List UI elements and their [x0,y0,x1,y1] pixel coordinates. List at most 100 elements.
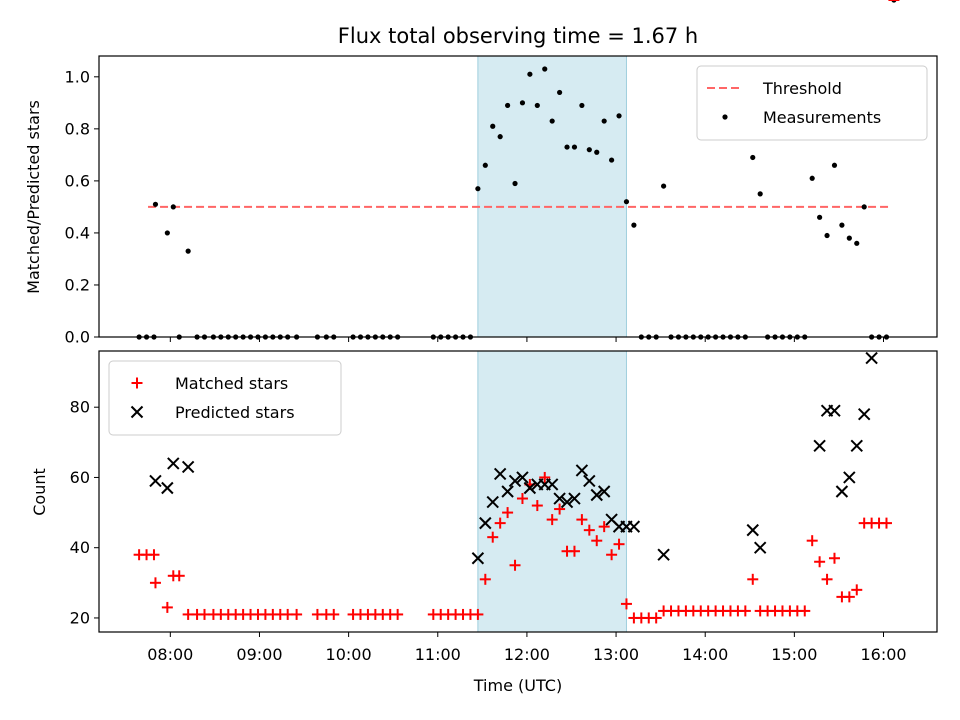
measurement-point [601,118,607,124]
measurement-point [579,102,585,109]
measurement-point [482,162,488,168]
matched-point [613,538,625,550]
measurement-point [490,123,496,129]
predicted-point [181,460,195,474]
predicted-point [149,474,162,488]
x-axis-label: Time (UTC) [473,676,562,695]
predicted-point [167,457,180,470]
predicted-point [560,495,574,509]
matched-point [583,524,595,536]
matched-point [814,556,826,568]
predicted-point [843,471,856,484]
legend-swatch [722,114,728,120]
x-tick-label: 14:00 [682,645,728,664]
predicted-point [508,474,522,488]
measurement-point [831,162,838,168]
y-tick-label: 40 [70,538,90,557]
legend-box [696,65,928,141]
y-tick-label: 0.0 [65,328,90,347]
matched-point [747,573,759,585]
count-panel: 20 40 60 80 08:00 09:00 10:00 11:00 12:00 13:00 14… [70,0,938,664]
predicted-point [850,439,863,453]
y-tick-label: 1.0 [65,67,90,86]
measurement-point [557,89,563,96]
matched-point [487,531,499,543]
matched-point [539,471,551,483]
measurement-point [571,144,578,150]
matched-point [806,535,818,547]
plot-frame [98,55,938,338]
matched-point [880,517,892,529]
matched-point [328,608,340,620]
y-tick-label: 0.6 [65,171,90,190]
predicted-point [746,523,759,537]
matched-point [494,517,506,529]
matched-point [161,601,173,613]
legend: Matched stars Predicted stars [108,360,342,436]
measurement-point [512,180,518,187]
chart-title: Flux total observing time = 1.67 h [338,24,698,48]
matched-point [576,514,588,526]
measurement-point [152,201,159,207]
predicted-point [568,492,581,505]
matched-point [291,608,303,620]
matched-point [502,507,514,519]
matched-point [509,559,521,571]
predicted-point [597,485,611,498]
matched-point [472,608,484,620]
x-tick-label: 11:00 [415,645,461,664]
x-tick-label: 13:00 [593,645,639,664]
matched-point [598,521,610,533]
y-axis-label-bottom: Count [30,468,49,516]
legend-label: Predicted stars [175,403,295,422]
predicted-point [753,541,767,554]
measurement-point [661,183,667,189]
matched-point [821,573,833,585]
predicted-point [523,481,537,495]
x-tick-label: 15:00 [771,645,817,664]
matched-point [173,570,185,582]
predicted-point [516,471,529,484]
measurement-point [185,248,191,254]
y-tick-label: 60 [70,468,90,487]
predicted-point [161,481,174,495]
measurement-point [542,66,548,72]
measurement-point [586,147,592,153]
matched-point [851,584,863,596]
x-tick-label: 10:00 [326,645,372,664]
measurement-point [809,175,815,181]
matched-point [739,605,751,617]
legend-swatch [130,405,144,419]
x-tick-label: 12:00 [504,645,550,664]
y-tick-label: 20 [70,608,90,627]
legend-label: Threshold [762,79,842,98]
matched-point [479,573,491,585]
measurement-point [170,204,176,210]
predicted-point [493,467,507,481]
measurement-point [609,157,615,163]
ratio-panel: 0.0 0.2 0.4 0.6 0.8 1.0 Threshold Measurements [65,0,938,347]
predicted-point [865,351,878,365]
matched-point [546,514,558,526]
measurement-point [854,240,860,246]
measurement-point [497,134,503,140]
predicted-point [627,520,641,533]
matched-point [516,493,528,505]
predicted-point [857,408,871,421]
highlight-span [477,56,627,337]
matched-point [591,535,603,547]
matched-point [568,545,580,557]
measurement-point [164,230,170,236]
measurement-point [757,191,763,197]
measurement-point [631,222,637,228]
matched-point [828,552,840,564]
matched-point [620,598,632,610]
matched-point [606,549,618,561]
y-tick-label: 0.2 [65,275,90,294]
y-tick-label: 0.4 [65,223,90,242]
measurement-point [527,71,533,77]
measurement-point [616,113,622,119]
legend: Threshold Measurements [696,65,928,141]
predicted-point [486,495,499,509]
matched-point [148,549,160,561]
